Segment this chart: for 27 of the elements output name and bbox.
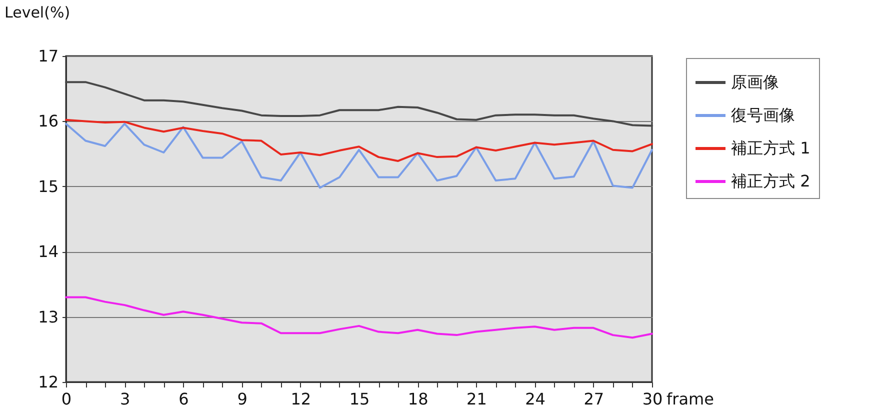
legend-label: 補正方式 1 (731, 138, 810, 158)
y-axis-title: Level(%) (4, 4, 70, 22)
x-tick-label: 21 (466, 390, 487, 408)
y-tick-label: 13 (38, 307, 58, 326)
line-series (65, 81, 653, 127)
x-tick-label: 0 (61, 390, 72, 408)
x-tick-label: 15 (349, 390, 370, 408)
line-series (65, 118, 653, 162)
x-axis-title: frame (666, 390, 714, 408)
y-tick-label: 16 (38, 112, 58, 131)
x-tick-label: 24 (525, 390, 546, 408)
legend-label: 原画像 (731, 72, 779, 92)
line-series (65, 296, 653, 339)
y-tick-label: 17 (38, 46, 58, 66)
y-tick-label: 12 (38, 372, 58, 392)
x-tick-label: 18 (408, 390, 428, 408)
y-tick-label: 15 (38, 176, 58, 196)
x-tick-label: 12 (290, 390, 312, 408)
legend-label: 補正方式 2 (731, 172, 810, 190)
x-tick-label: 6 (178, 390, 189, 408)
legend-label: 復号画像 (731, 106, 795, 124)
line-series (65, 122, 653, 189)
x-tick-label: 27 (584, 390, 604, 408)
y-tick-label: 14 (38, 242, 58, 262)
x-tick-label: 9 (237, 390, 248, 408)
x-tick-label: 3 (120, 390, 130, 408)
x-tick-label: 30 (642, 390, 663, 408)
